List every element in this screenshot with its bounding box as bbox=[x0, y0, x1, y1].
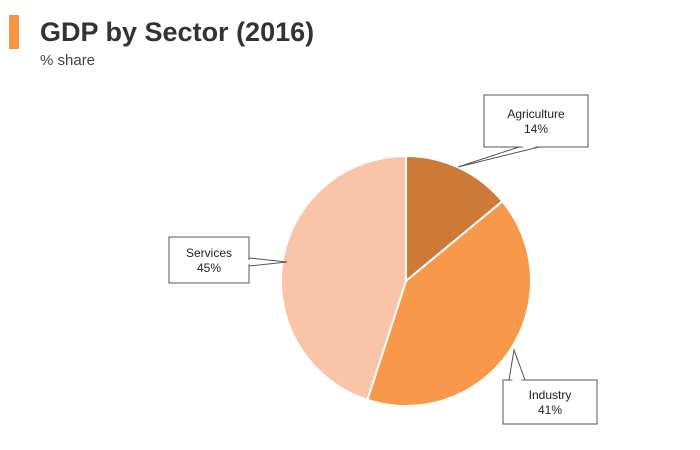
pie-slice-agriculture bbox=[405, 154, 504, 284]
callout-pointer bbox=[508, 348, 526, 381]
callout-category-label: Agriculture bbox=[507, 107, 565, 121]
callout-value-label: 45% bbox=[197, 261, 221, 275]
callout-box bbox=[502, 379, 598, 425]
callout-value-label: 14% bbox=[524, 122, 548, 136]
chart-title: GDP by Sector (2016) bbox=[40, 17, 315, 47]
callout-pointer bbox=[457, 146, 540, 168]
chart-subtitle: % share bbox=[40, 52, 96, 69]
callout-pointer-join bbox=[248, 259, 251, 265]
callout-pointer-join bbox=[520, 146, 538, 149]
callout-box bbox=[483, 94, 589, 148]
callout-pointer-join bbox=[510, 378, 524, 381]
callout-category-label: Industry bbox=[529, 388, 572, 402]
callout-box bbox=[168, 236, 250, 284]
callout-category-label: Services bbox=[186, 246, 232, 260]
callout-value-label: 41% bbox=[538, 403, 562, 417]
title-accent-bar bbox=[9, 15, 19, 49]
pie-slice-industry bbox=[366, 199, 532, 407]
